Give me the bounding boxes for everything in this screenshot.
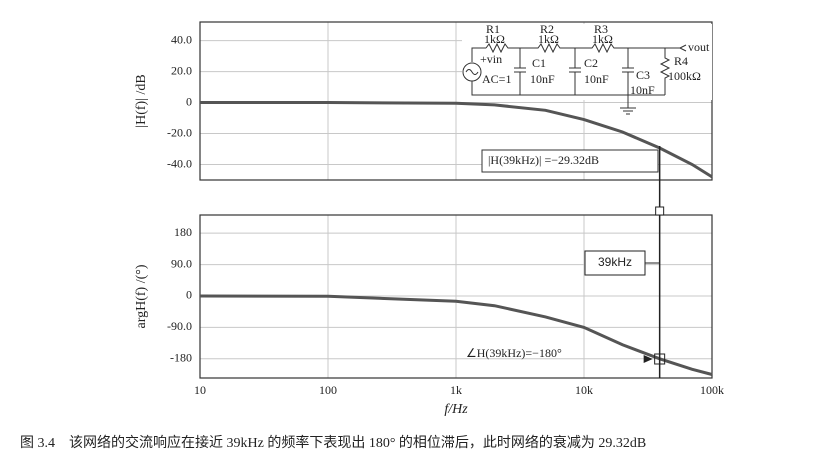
r1-value: 1kΩ [484, 32, 505, 46]
x-tick-label: 10 [194, 383, 206, 397]
y-tick-label: -180 [170, 351, 192, 365]
plot: 10 100 1k 10k 100k 180 90.0 0 -90.0 -180 argH(f) /… [134, 146, 724, 417]
annotation-box [481, 149, 659, 173]
x-tick-label: 1k [450, 383, 462, 397]
annotation-arrow [643, 355, 653, 363]
r2-value: 1kΩ [538, 32, 559, 46]
curve [200, 101, 713, 179]
c1-value: 10nF [530, 72, 555, 86]
curve [199, 294, 713, 376]
cursor-marker [655, 206, 665, 216]
r3-label: R3 [594, 22, 608, 36]
y-axis-label: argH(f) /(°) [134, 264, 149, 328]
y-tick-label: -40.0 [167, 156, 192, 170]
x-tick-label: 10k [575, 383, 593, 397]
c2-label: C2 [584, 56, 598, 70]
cursor-label: 39kHz [598, 255, 632, 269]
y-tick-label: 40.0 [171, 32, 192, 46]
cursor-marker [654, 353, 666, 365]
c3-value: 10nF [630, 83, 655, 97]
y-tick-label: 20.0 [171, 63, 192, 77]
r3-value: 1kΩ [592, 32, 613, 46]
c1-label: C1 [532, 56, 546, 70]
source-label: +vin [480, 52, 502, 66]
source-value: AC=1 [482, 72, 511, 86]
output-label: vout [688, 40, 710, 54]
annotation: |H(39kHz)| =−29.32dB [488, 153, 599, 167]
circuit-wire [471, 42, 680, 62]
circuit-background [462, 24, 712, 100]
annotation: ∠H(39kHz)=−180° [466, 346, 562, 360]
caption: 图 3.4 该网络的交流响应在接近 39kHz 的频率下表现出 180° 的相位… [20, 434, 646, 451]
r1-label: R1 [486, 22, 500, 36]
x-axis-label: f/Hz [444, 402, 468, 417]
y-tick-label: -90.0 [167, 319, 192, 333]
c3-label: C3 [636, 68, 650, 82]
circuit: R1 1kΩ R2 1kΩ R3 1kΩ C1 10nF C2 10nF C3 … [462, 22, 712, 115]
x-tick-label: 100 [319, 383, 337, 397]
y-axis-label: |H(f)| /dB [134, 74, 149, 127]
circuit-parts [465, 44, 687, 115]
y-tick-label: 0 [186, 94, 192, 108]
y-tick-label: 0 [186, 288, 192, 302]
r2-label: R2 [540, 22, 554, 36]
y-tick-label: -20.0 [167, 125, 192, 139]
y-tick-label: 180 [174, 225, 192, 239]
r4-value: 100kΩ [668, 69, 701, 83]
cursor-label-box [584, 250, 646, 276]
x-tick-label: 100k [700, 383, 724, 397]
c2-value: 10nF [584, 72, 609, 86]
y-tick-label: 90.0 [171, 256, 192, 270]
r4-label: R4 [674, 54, 688, 68]
